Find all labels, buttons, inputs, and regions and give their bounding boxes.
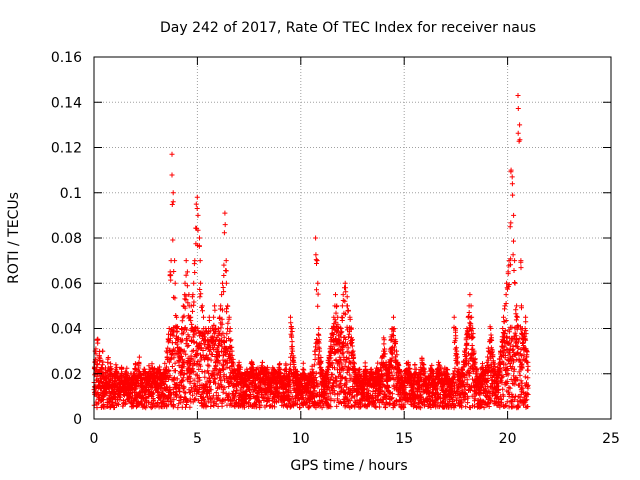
chart-title: Day 242 of 2017, Rate Of TEC Index for r… [160, 20, 536, 36]
y-tick-label: 0.04 [51, 322, 82, 338]
x-axis-label: GPS time / hours [290, 458, 407, 474]
x-tick-label: 15 [395, 431, 413, 447]
y-tick-label: 0 [73, 412, 82, 428]
y-tick-label: 0.14 [51, 95, 82, 111]
x-tick-label: 25 [602, 431, 620, 447]
data-points [91, 93, 531, 411]
x-tick-label: 0 [90, 431, 99, 447]
x-tick-label: 10 [292, 431, 310, 447]
roti-point-markers [91, 93, 531, 411]
x-tick-label: 5 [193, 431, 202, 447]
y-ticks: 0 0.02 0.04 0.06 0.08 0.1 0.12 0.14 0.16 [51, 50, 611, 428]
y-tick-label: 0.02 [51, 367, 82, 383]
x-tick-label: 20 [499, 431, 517, 447]
y-tick-label: 0.08 [51, 231, 82, 247]
y-tick-label: 0.06 [51, 276, 82, 292]
x-ticks: 0 5 10 15 20 25 [90, 57, 620, 447]
y-tick-label: 0.12 [51, 141, 82, 157]
y-tick-label: 0.1 [60, 186, 82, 202]
y-axis-label: ROTI / TECUs [6, 192, 22, 284]
y-tick-label: 0.16 [51, 50, 82, 66]
